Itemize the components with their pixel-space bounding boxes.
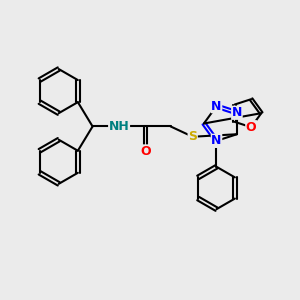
- Text: S: S: [188, 130, 197, 143]
- Text: N: N: [211, 134, 222, 147]
- Text: N: N: [211, 100, 222, 112]
- Text: O: O: [246, 121, 256, 134]
- Text: NH: NH: [109, 120, 130, 133]
- Text: O: O: [140, 145, 151, 158]
- Text: N: N: [232, 106, 242, 119]
